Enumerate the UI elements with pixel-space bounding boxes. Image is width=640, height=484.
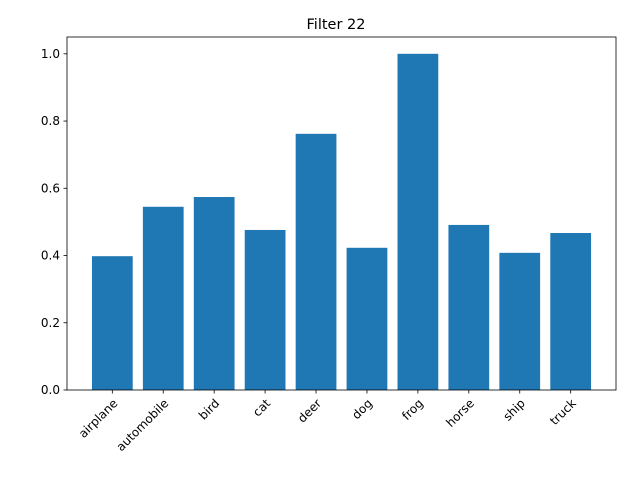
bar-automobile <box>142 206 184 390</box>
y-tick-label: 1.0 <box>41 47 60 61</box>
bar-dog <box>346 247 388 390</box>
bar-cat <box>244 229 286 390</box>
y-tick-label: 0.2 <box>41 316 60 330</box>
bar-deer <box>295 133 337 390</box>
bar-frog <box>397 53 439 391</box>
bar-truck <box>550 232 592 390</box>
chart-title: Filter 22 <box>307 17 366 33</box>
y-tick-label: 0.8 <box>41 114 60 128</box>
bar-bird <box>193 197 235 390</box>
y-tick-label: 0.4 <box>41 249 60 263</box>
plot-frame <box>66 36 617 391</box>
bar-horse <box>448 224 490 390</box>
bar-airplane <box>91 256 133 390</box>
bar-ship <box>499 252 541 390</box>
bars-layer <box>91 53 592 391</box>
y-tick-label: 0.6 <box>41 181 60 195</box>
y-tick-label: 0.0 <box>41 383 60 397</box>
